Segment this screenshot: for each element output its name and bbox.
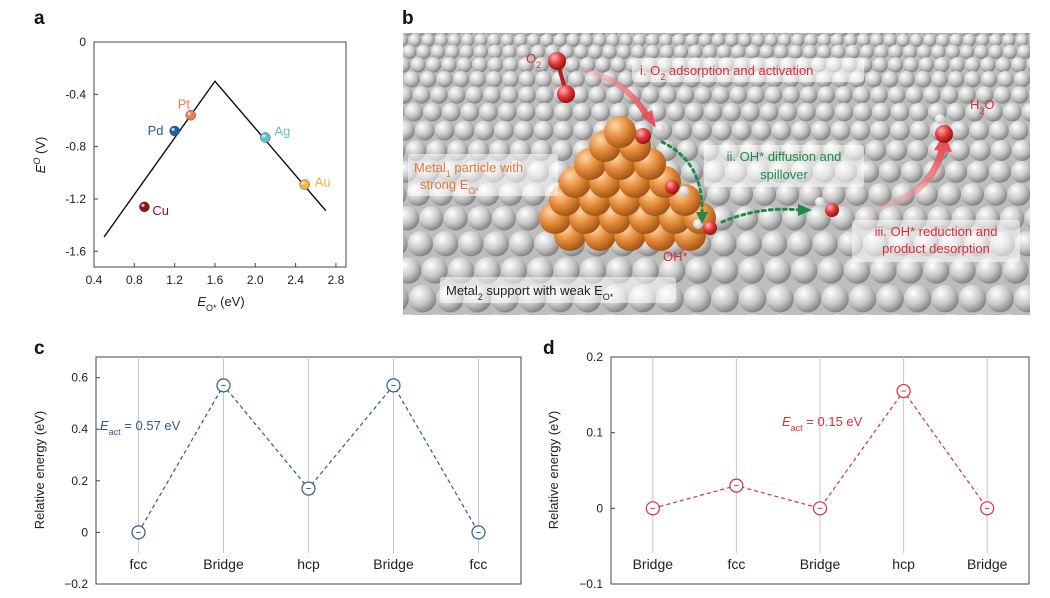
plot-frame-a [93, 41, 347, 268]
category-label: fcc [727, 556, 745, 572]
y-tick-label: 0.6 [71, 371, 88, 385]
axis-ticks-c: −0.2 0 0.2 0.4 0.6 [64, 371, 100, 591]
y-tick-label: 0.1 [586, 426, 603, 440]
category-label: hcp [297, 556, 320, 572]
panel-letter-b: b [402, 8, 414, 29]
energy-points-c [131, 378, 486, 540]
x-axis-label-a: EO* (eV) [197, 294, 244, 313]
step3-box [852, 220, 1020, 262]
oh-at-interface [693, 219, 717, 235]
y-tick-label-a: -0.4 [65, 87, 86, 101]
point-label-ag: Ag [274, 123, 290, 138]
oh-on-particle-2 [665, 180, 689, 196]
metal-points: Pt Pd Ag Au Cu [139, 96, 331, 218]
y-tick-label-a: 0 [79, 35, 86, 49]
y-axis-label-a: EO (V) [32, 137, 48, 174]
support-box [440, 277, 676, 303]
x-tick-label-a: 2.0 [247, 273, 264, 287]
metal1-label-line1: Metal1 particle with [414, 160, 523, 179]
step2-label-line1: ii. OH* diffusion and [727, 149, 842, 164]
adsorption-arrow-head [641, 110, 656, 128]
point-label-au: Au [315, 175, 331, 190]
illustration-overlays: O2 i. O2 adsorption and activation [408, 51, 1020, 303]
x-tick-label-a: 2.8 [328, 273, 345, 287]
category-label: fcc [130, 556, 148, 572]
volcano-line [103, 80, 327, 238]
support-label: Metal2 support with weak EO* [446, 283, 614, 302]
y-tick-label: 0 [596, 501, 603, 515]
desorption-arrow [872, 146, 946, 212]
category-label: fcc [470, 556, 488, 572]
step3-label-line2: product desorption [882, 241, 990, 256]
axis-ticks-a: 0.4 0.8 1.2 1.6 2.0 2.4 2.8 0 -0.4 -0.8 -1.2 -1.6 [65, 35, 344, 287]
category-labels-d: Bridge fcc Bridge hcp Bridge [633, 556, 1008, 572]
activation-energy-annotation-d: Eact = 0.15 eV [782, 414, 863, 433]
axis-ticks-d: −0.1 0 0.1 0.2 [579, 350, 615, 591]
point-cu [139, 201, 150, 213]
step1-box [632, 58, 864, 82]
diffusion-arrow-1-head [696, 212, 708, 224]
category-label: Bridge [203, 556, 244, 572]
panel-letter-d: d [543, 338, 555, 359]
point-au [299, 179, 310, 190]
metal1-label-line2: strong EO* [420, 177, 479, 196]
h2o-molecule [935, 114, 965, 143]
category-gridlines-d [652, 357, 988, 553]
x-tick-label-a: 0.4 [86, 273, 103, 287]
energy-path-d [652, 390, 988, 510]
category-label: Bridge [800, 556, 841, 572]
point-pt [185, 110, 196, 121]
chart-energy-profile-d: −0.1 0 0.1 0.2 Bridge fcc Bridge hcp Bridge Rel… [546, 350, 1030, 591]
metal1-box [408, 154, 558, 196]
x-tick-label-a: 1.2 [166, 273, 183, 287]
energy-points-d [645, 383, 995, 516]
oh-on-support [815, 197, 839, 217]
y-tick-label-a: -1.2 [65, 192, 86, 206]
x-tick-label-a: 0.8 [126, 273, 143, 287]
x-tick-label-a: 1.6 [207, 273, 224, 287]
y-axis-label-c: Relative energy (eV) [32, 411, 47, 530]
step2-box [704, 145, 864, 187]
point-ag [260, 132, 271, 143]
activation-energy-annotation-c: Eact = 0.57 eV [100, 418, 181, 437]
point-label-pd: Pd [148, 123, 164, 138]
category-label: Bridge [633, 556, 674, 572]
y-tick-label: −0.1 [579, 577, 603, 591]
step1-label: i. O2 adsorption and activation [640, 63, 813, 82]
y-axis-label-d: Relative energy (eV) [546, 411, 561, 530]
panel-letter-a: a [34, 8, 45, 29]
diffusion-arrow-2 [720, 207, 802, 224]
y-tick-label-a: -1.6 [65, 244, 86, 258]
y-tick-label: 0.4 [71, 422, 88, 436]
x-tick-label-a: 2.4 [287, 273, 304, 287]
oh-on-particle-1 [635, 124, 665, 144]
chart-volcano: 0.4 0.8 1.2 1.6 2.0 2.4 2.8 0 -0.4 -0.8 -1.2 -1.6 P… [32, 35, 347, 313]
ohstar-label: OH* [663, 249, 688, 264]
desorption-arrow-head [934, 134, 952, 152]
point-pd [169, 125, 180, 137]
y-tick-label: 0.2 [586, 350, 603, 364]
point-label-cu: Cu [152, 203, 169, 218]
category-gridlines-c [138, 357, 479, 553]
step3-label-line1: iii. OH* reduction and [875, 224, 998, 239]
y-tick-label-a: -0.8 [65, 140, 86, 154]
step2-label-line2: spillover [760, 167, 808, 182]
diffusion-arrow-1 [660, 140, 704, 216]
o2-molecule [548, 52, 575, 103]
category-label: Bridge [373, 556, 414, 572]
y-tick-label: −0.2 [64, 577, 88, 591]
adsorption-arrow [582, 69, 651, 121]
panel-letter-c: c [34, 338, 45, 359]
h2o-label: H2O [970, 97, 995, 116]
category-label: Bridge [967, 556, 1008, 572]
y-tick-label: 0 [81, 525, 88, 539]
o2-label: O2 [526, 51, 541, 70]
chart-energy-profile-c: −0.2 0 0.2 0.4 0.6 fcc Bridge hcp Bridge fcc Rel… [32, 356, 522, 591]
diffusion-arrow-2-head [798, 204, 812, 216]
category-labels-c: fcc Bridge hcp Bridge fcc [130, 556, 488, 572]
y-tick-label: 0.2 [71, 474, 88, 488]
category-label: hcp [892, 556, 915, 572]
point-label-pt: Pt [178, 96, 191, 111]
